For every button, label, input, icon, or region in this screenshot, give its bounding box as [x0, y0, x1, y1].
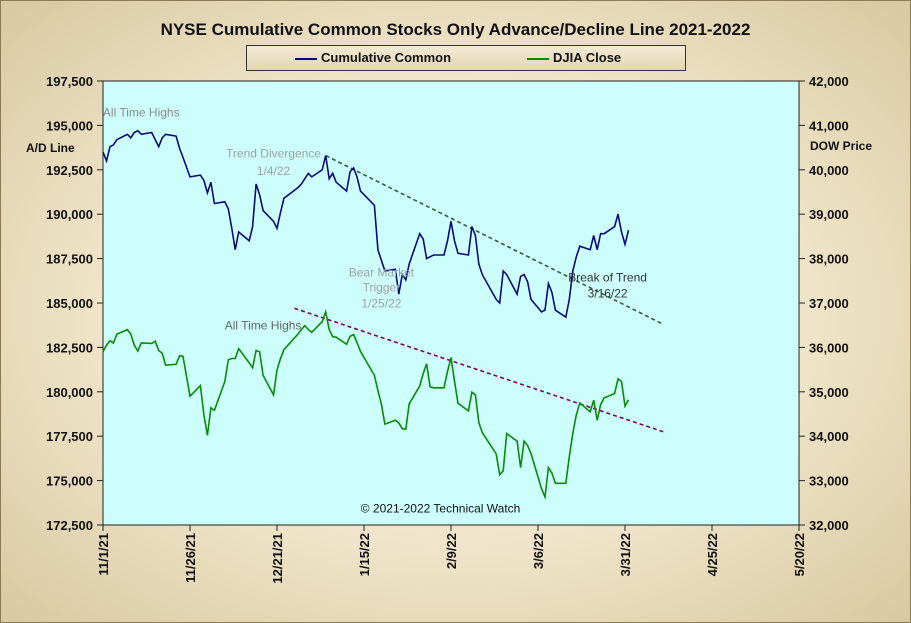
x-tick-label: 1/15/22	[357, 533, 372, 576]
legend-label-ad-line: Cumulative Common	[321, 50, 452, 65]
left-tick-label: 175,000	[46, 474, 93, 489]
x-tick-label: 5/20/22	[792, 533, 807, 576]
left-tick-label: 180,000	[46, 385, 93, 400]
annotation-label: Bear Market	[349, 265, 415, 279]
annotation-label: All Time Highs	[225, 319, 302, 333]
right-tick-label: 37,000	[809, 296, 849, 311]
plot-area	[102, 80, 800, 526]
left-tick-label: 190,000	[46, 207, 93, 222]
annotation-label: 1/4/22	[257, 164, 291, 178]
left-tick-label: 197,500	[46, 74, 93, 89]
right-axis-title: DOW Price	[810, 139, 873, 153]
left-tick-label: 177,500	[46, 429, 93, 444]
right-tick-label: 38,000	[809, 252, 849, 267]
series-line-ad	[102, 129, 630, 319]
left-tick-label: 185,000	[46, 296, 93, 311]
right-tick-label: 42,000	[809, 74, 849, 89]
legend-label-djia: DJIA Close	[553, 50, 622, 65]
left-tick-label: 187,500	[46, 252, 93, 267]
x-tick-label: 11/1/21	[96, 533, 111, 576]
series-line-djia	[102, 308, 630, 501]
annotation-label: © 2021-2022 Technical Watch	[361, 502, 521, 516]
right-tick-label: 32,000	[809, 518, 849, 533]
chart-legend: Cumulative Common DJIA Close	[246, 45, 686, 71]
x-tick-label: 4/25/22	[705, 533, 720, 576]
legend-swatch-djia	[527, 57, 549, 60]
right-tick-label: 41,000	[809, 118, 849, 133]
annotation-label: Trend Divergence	[226, 146, 321, 160]
x-tick-label: 2/9/22	[444, 533, 459, 569]
chart-title: NYSE Cumulative Common Stocks Only Advan…	[160, 20, 751, 39]
trendline-lower	[294, 307, 664, 433]
x-tick-label: 12/21/21	[270, 533, 285, 584]
x-tick-label: 3/6/22	[531, 533, 546, 569]
x-tick-label: 3/31/22	[618, 533, 633, 576]
left-axis-title: A/D Line	[26, 141, 75, 155]
annotation-label: Break of Trend	[568, 271, 647, 285]
annotation-label: All Time Highs	[103, 106, 180, 120]
left-tick-label: 182,500	[46, 340, 93, 355]
annotation-label: 3/16/22	[588, 287, 628, 301]
x-tick-label: 11/26/21	[183, 533, 198, 583]
legend-swatch-ad-line	[295, 57, 317, 60]
legend-item-ad-line: Cumulative Common	[295, 50, 451, 65]
right-tick-label: 33,000	[809, 474, 849, 489]
annotation-label: 1/25/22	[361, 296, 401, 310]
right-tick-label: 40,000	[809, 163, 849, 178]
right-tick-label: 39,000	[809, 207, 849, 222]
left-tick-label: 172,500	[46, 518, 93, 533]
right-tick-label: 34,000	[809, 429, 849, 444]
left-tick-label: 192,500	[46, 163, 93, 178]
left-tick-label: 195,000	[46, 118, 93, 133]
right-tick-label: 35,000	[809, 385, 849, 400]
legend-item-djia: DJIA Close	[527, 50, 621, 65]
right-tick-label: 36,000	[809, 340, 849, 355]
annotation-label: Trigger	[363, 280, 401, 294]
